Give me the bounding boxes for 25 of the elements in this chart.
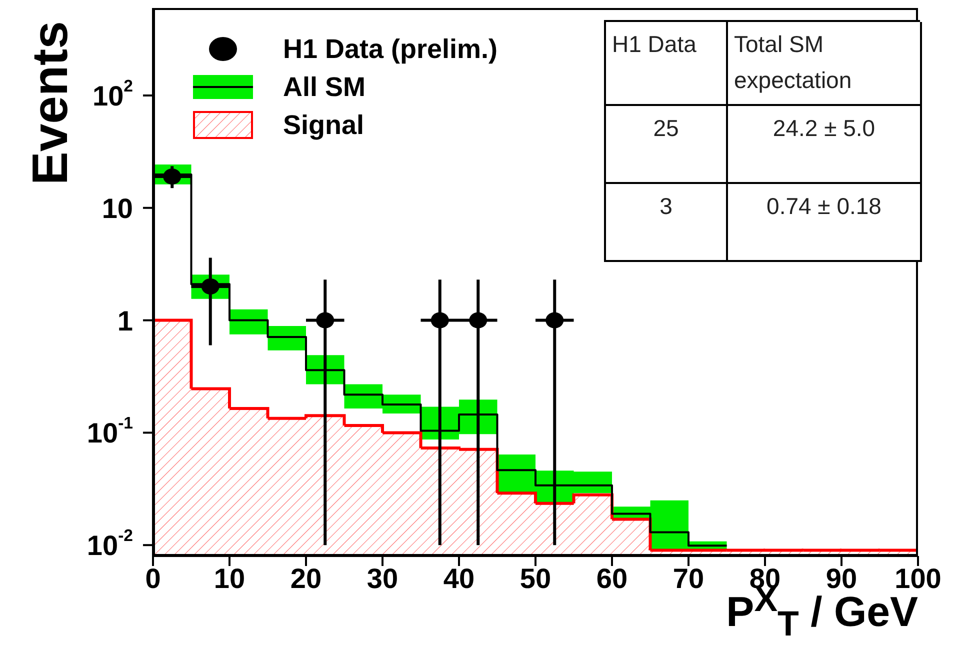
x-tick-label: 50 [520,562,552,594]
legend-label: Signal [283,109,364,142]
x-tick-label: 70 [672,562,704,594]
annotation: H1 Data [606,22,728,106]
annotation: 24.2 ± 5.0 [728,106,922,184]
annotation: 25 [606,106,728,184]
x-tick-label: 0 [145,562,161,594]
x-tick-label: 10 [214,562,246,594]
annotation: Total SM expectation [728,22,922,106]
x-tick-label: 100 [894,562,942,594]
x-tick-label: 40 [443,562,475,594]
annotation: 0.74 ± 0.18 [728,184,922,262]
y-tick-label: 1 [117,304,133,336]
legend-label: H1 Data (prelim.) [283,33,498,66]
annotation: 3 [606,184,728,262]
y-tick-label: 10$^{-2}$ [86,526,133,561]
y-tick-label: 10 [102,192,133,224]
x-tick-label: 20 [290,562,322,594]
y-tick-label: 10$^{-1}$ [86,414,133,448]
legend-label: All SM [283,71,366,104]
x-tick-label: 30 [366,562,398,594]
x-tick-label: 90 [826,562,858,594]
y-tick-label: 10$^{2}$ [92,76,133,111]
y-axis-title: Events [21,21,79,185]
x-tick-label: 60 [596,562,628,594]
